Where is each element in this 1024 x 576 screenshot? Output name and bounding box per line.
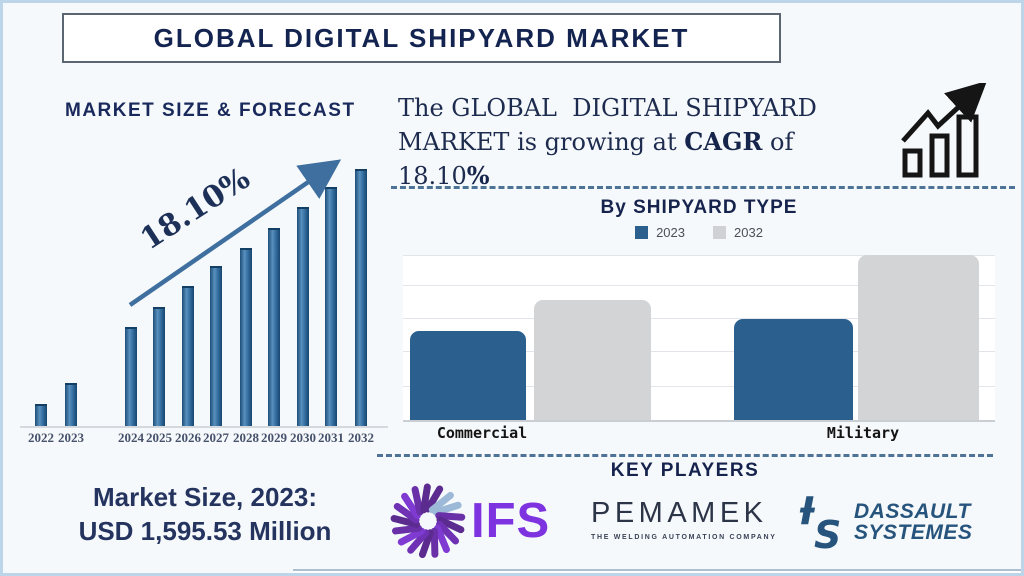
forecast-year-label: 2026 (175, 430, 201, 445)
gridline (403, 285, 995, 286)
headline-part1: The GLOBAL DIGITAL SHIPYARD MARKET is gr… (398, 94, 817, 157)
legend-label-2032: 2032 (734, 225, 763, 240)
dassault-3ds-icon: Ɨ S (799, 490, 841, 554)
chart-legend: 2023 2032 (403, 225, 995, 240)
forecast-year-label: 2032 (348, 430, 374, 445)
gridline (403, 318, 995, 319)
forecast-bar-2030 (297, 207, 309, 426)
market-size-callout: Market Size, 2023: USD 1,595.53 Million (31, 481, 379, 549)
forecast-year-label: 2031 (318, 430, 344, 445)
svg-text:S: S (814, 513, 841, 554)
ifs-pinwheel-icon (390, 483, 466, 559)
headline-value: 18.10 (398, 162, 467, 191)
dassault-line1: DASSAULT (854, 499, 971, 523)
dashed-divider-bottom (377, 454, 993, 457)
category-label-commercial: Commercial (436, 424, 528, 442)
forecast-year-label: 2029 (261, 430, 287, 445)
bar-growth-icon (901, 83, 988, 178)
dassault-systemes-logo: Ɨ S DASSAULT SYSTEMES (798, 490, 972, 554)
headline-cagr: CAGR (684, 127, 763, 157)
pemamek-logo: PEMAMEK THE WELDING AUTOMATION COMPANY (591, 497, 776, 541)
dassault-logo-text: DASSAULT SYSTEMES (854, 499, 973, 544)
forecast-bar-chart: 2022 2023 2024 2025 2026 2027 2028 2029 2030 2031… (20, 133, 388, 445)
headline-percent: % (466, 161, 490, 191)
legend-swatch-2032 (713, 226, 726, 239)
forecast-bar-2028 (240, 248, 252, 426)
forecast-bar-2029 (268, 228, 280, 426)
dashed-divider-top (391, 186, 1015, 189)
pemamek-tagline: THE WELDING AUTOMATION COMPANY (591, 534, 777, 541)
forecast-year-label: 2030 (290, 430, 316, 445)
legend-swatch-2023 (635, 226, 649, 239)
forecast-bar-2031 (325, 187, 337, 426)
gridline (403, 255, 995, 256)
forecast-year-label: 2022 (28, 430, 54, 445)
legend-item-2032: 2032 (713, 225, 763, 240)
svg-text:Ɨ: Ɨ (799, 490, 816, 533)
market-size-line2: USD 1,595.53 Million (78, 515, 332, 546)
forecast-bar-2032 (355, 169, 367, 426)
ifs-logo: IFS (389, 482, 550, 560)
forecast-bar-2025 (153, 307, 165, 426)
shipyard-bar-commercial-2023 (410, 331, 526, 420)
title-banner: GLOBAL DIGITAL SHIPYARD MARKET (62, 13, 781, 63)
forecast-bar-2022 (35, 404, 47, 426)
shipyard-bar-military-2023 (734, 319, 853, 420)
forecast-year-label: 2023 (58, 430, 84, 445)
forecast-bar-2026 (182, 286, 194, 426)
bottom-edge-strip (293, 569, 1021, 573)
forecast-year-label: 2027 (203, 430, 229, 445)
legend-label-2023: 2023 (656, 225, 685, 240)
headline-text: The GLOBAL DIGITAL SHIPYARD MARKET is gr… (398, 91, 878, 193)
ifs-logo-text: IFS (471, 494, 551, 548)
market-size-line1: Market Size, 2023: (92, 482, 317, 512)
forecast-bar-2023 (65, 383, 77, 426)
shipyard-bar-commercial-2032 (534, 300, 651, 420)
gridline (403, 386, 995, 387)
gridline (403, 351, 995, 352)
dassault-line2: SYSTEMES (854, 521, 973, 544)
forecast-year-label: 2028 (233, 430, 259, 445)
page-title: GLOBAL DIGITAL SHIPYARD MARKET (153, 22, 690, 53)
forecast-year-label: 2025 (146, 430, 172, 445)
key-players-title: KEY PLAYERS (610, 460, 760, 481)
forecast-bar-2024 (125, 327, 137, 426)
headline-part2: of (762, 128, 794, 157)
category-label-military: Military (826, 424, 900, 442)
shipyard-bar-military-2032 (858, 255, 979, 420)
forecast-chart-title: MARKET SIZE & FORECAST (65, 100, 356, 121)
legend-item-2023: 2023 (635, 225, 685, 240)
shipyard-chart-title: By SHIPYARD TYPE (600, 197, 798, 218)
pemamek-logo-text: PEMAMEK (591, 497, 768, 529)
shipyard-bar-plot (403, 255, 995, 422)
forecast-bar-2027 (210, 266, 222, 426)
forecast-year-label: 2024 (118, 430, 144, 445)
